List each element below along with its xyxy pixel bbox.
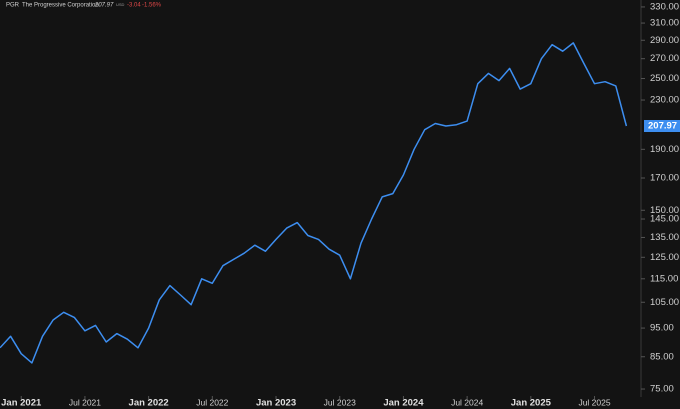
y-tick-label: 170.00 xyxy=(650,173,679,184)
company-name: The Progressive Corporation xyxy=(22,3,99,9)
y-tick-label: 105.00 xyxy=(650,297,679,308)
price-line xyxy=(0,42,628,364)
change-pct: -1.56% xyxy=(142,3,162,9)
y-tick-label: 330.00 xyxy=(650,1,679,12)
y-tick-label: 310.00 xyxy=(650,18,679,29)
currency: USD xyxy=(116,2,125,7)
x-tick-label: Jan 2024 xyxy=(383,398,424,409)
x-tick-label: Jul 2021 xyxy=(69,397,101,407)
y-tick-label: 190.00 xyxy=(650,144,679,155)
x-tick-label: Jan 2021 xyxy=(1,398,42,409)
x-tick-label: Jul 2023 xyxy=(324,397,356,407)
symbol: PGR xyxy=(6,3,20,9)
x-tick-label: Jan 2022 xyxy=(129,398,169,409)
x-tick-label: Jan 2023 xyxy=(256,398,296,409)
x-tick-label: Jul 2024 xyxy=(451,397,483,407)
y-tick-label: 125.00 xyxy=(650,252,679,263)
last-price-tag xyxy=(644,120,680,133)
x-tick-label: Jul 2025 xyxy=(578,397,610,407)
y-tick-label: 115.00 xyxy=(650,273,678,284)
x-tick-label: Jan 2025 xyxy=(511,398,552,409)
last-price-label: 207.97 xyxy=(648,121,677,132)
y-tick-label: 95.00 xyxy=(650,323,674,334)
price: 207.97 xyxy=(94,3,114,9)
y-tick-label: 135.00 xyxy=(650,232,679,243)
y-tick-label: 230.00 xyxy=(650,95,679,106)
y-tick-label: 290.00 xyxy=(650,35,679,46)
y-tick-label: 150.00 xyxy=(650,205,679,216)
y-tick-label: 250.00 xyxy=(650,73,679,84)
y-tick-label: 270.00 xyxy=(650,53,679,64)
y-tick-label: 75.00 xyxy=(650,384,674,395)
change: -3.04 xyxy=(127,3,141,9)
y-tick-label: 85.00 xyxy=(650,351,674,362)
y-tick-label: 145.00 xyxy=(650,214,679,225)
x-tick-label: Jul 2022 xyxy=(196,397,228,407)
